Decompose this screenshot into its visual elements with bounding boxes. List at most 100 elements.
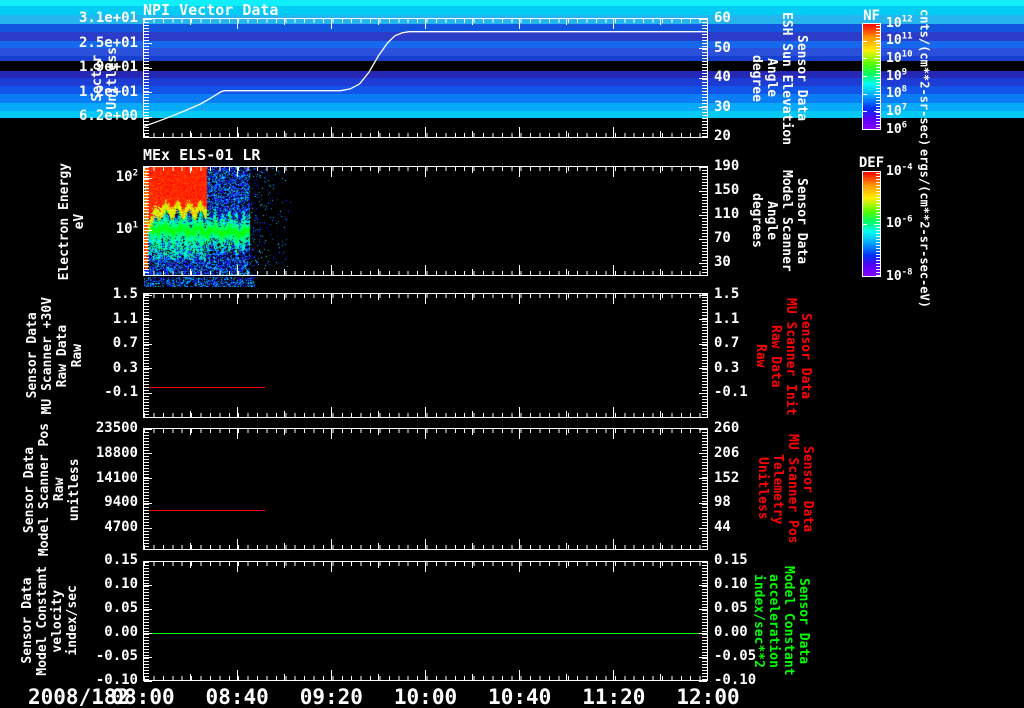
date-label: 2008/182 [28, 685, 130, 708]
y-tick-mark [699, 136, 707, 138]
y-tick-mark [699, 680, 707, 682]
x-minor-ticks [144, 545, 707, 549]
x-tick-mark [236, 294, 238, 304]
y-tick-label-right: 0.00 [714, 624, 748, 640]
x-tick-mark [519, 127, 521, 137]
colorbar-def-tick-mark [874, 171, 880, 172]
panel1-left-axis-label: Sector Unitless [90, 46, 120, 110]
x-tick-mark [330, 127, 332, 137]
y-tick-label-right: 0.3 [714, 359, 740, 376]
panel1-right-axis-label: Sensor Data ESH Sun Elevation Angle degr… [749, 11, 809, 145]
y-tick-label-right: 0.05 [714, 600, 748, 616]
mu-scanner-raw-line [144, 387, 266, 388]
x-tick-mark [425, 265, 426, 275]
y-minor-ticks [144, 19, 149, 137]
x-minor-ticks [144, 294, 707, 298]
npi-color-strip [0, 0, 1024, 118]
y-tick-label-left: 23500 [95, 420, 138, 436]
x-tick-mark [425, 429, 426, 439]
y-tick-label-right: 1.5 [714, 286, 740, 302]
y-minor-ticks [144, 167, 149, 275]
colorbar-nf-tick-label: 106 [886, 120, 908, 137]
colorbar-def-minor-ticks [876, 172, 880, 276]
x-tick-mark [236, 562, 238, 572]
panel2-plot-box [143, 166, 708, 276]
y-tick-label-left: 101 [115, 220, 138, 237]
x-tick-mark [519, 670, 521, 680]
x-tick-mark [236, 539, 238, 549]
x-tick-mark [613, 19, 615, 29]
y-minor-ticks [702, 294, 707, 417]
x-tick-mark [613, 539, 615, 549]
x-tick-mark [236, 429, 238, 439]
y-tick-label-right: 70 [714, 230, 731, 246]
x-tick-mark [425, 127, 426, 137]
colorbar-nf-tick-mark [862, 23, 867, 24]
y-tick-label-left: 0.10 [104, 576, 138, 592]
y-minor-ticks [144, 429, 149, 549]
x-tick-mark [613, 265, 615, 275]
y-tick-label-left: 4700 [104, 519, 138, 535]
panel1-title: NPI Vector Data [143, 1, 279, 19]
scanner-pos-raw-line [144, 510, 266, 511]
x-tick-mark [330, 562, 332, 572]
x-tick-mark [519, 429, 521, 439]
colorbar-nf-tick-label: 1011 [886, 31, 913, 49]
x-tick-mark [236, 19, 238, 29]
y-tick-label-right: 0.7 [714, 335, 740, 351]
colorbar-nf-tick-mark [874, 23, 880, 24]
colorbar-nf-title: NF [863, 8, 880, 24]
y-tick-label-left: 2.5e+01 [78, 34, 138, 51]
x-tick-mark [236, 265, 238, 275]
y-tick-label-right: -0.05 [714, 648, 757, 664]
model-velocity-line [144, 633, 708, 634]
panel3-right-axis-label: Sensor Data MU Scanner Init Raw Data Raw [753, 297, 813, 415]
time-tick-label: 08:40 [205, 685, 269, 708]
colorbar-def-tick-mark [862, 171, 867, 172]
panel5-plot-box [143, 561, 708, 681]
x-tick-mark [425, 294, 426, 304]
x-tick-mark [613, 562, 615, 572]
time-tick-label: 11:20 [582, 685, 646, 708]
x-tick-mark [613, 294, 615, 304]
x-tick-mark [330, 294, 332, 304]
y-tick-label-right: 1.1 [714, 310, 740, 327]
y-tick-label-left: 1.2e+01 [78, 83, 138, 100]
npi-strip-segment [0, 6, 1024, 16]
y-tick-label-left: 0.05 [104, 600, 138, 616]
y-minor-ticks [702, 562, 707, 680]
x-minor-ticks [144, 271, 707, 275]
y-tick-label-right: 30 [714, 98, 731, 115]
x-tick-mark [519, 294, 521, 304]
x-minor-ticks [144, 413, 707, 417]
colorbar-nf-tick-mark [874, 129, 880, 130]
x-tick-mark [519, 19, 521, 29]
x-tick-mark [330, 265, 332, 275]
x-tick-mark [330, 539, 332, 549]
panel5-right-axis-label: Sensor Data Model Constant acceleration … [751, 566, 811, 676]
y-tick-label-right: 60 [714, 10, 731, 26]
colorbar-def-tick-mark [874, 276, 880, 277]
time-tick-label: 09:20 [299, 685, 363, 708]
panel3-plot-box [143, 293, 708, 418]
colorbar-nf-tick-label: 1012 [886, 14, 913, 31]
y-tick-label-left: 0.7 [112, 335, 138, 351]
y-tick-label-left: 102 [115, 168, 138, 185]
colorbar-def-tick-label: 10-4 [886, 162, 913, 179]
panel4-right-axis-label: Sensor Data MU Scanner Pos Telemetry Uni… [755, 434, 815, 544]
y-minor-ticks [144, 294, 149, 417]
x-tick-mark [613, 670, 615, 680]
colorbar-nf-minor-ticks [876, 24, 880, 129]
y-tick-label-right: 40 [714, 69, 731, 85]
x-tick-mark [425, 407, 426, 417]
x-tick-mark [613, 429, 615, 439]
x-tick-mark [330, 407, 332, 417]
colorbar-nf-tick-mark [862, 58, 867, 60]
colorbar-def-tick-label: 10-8 [886, 267, 913, 284]
y-tick-mark [144, 680, 152, 682]
x-tick-mark [613, 127, 615, 137]
y-tick-label-right: 98 [714, 494, 731, 511]
y-tick-label-left: -0.05 [95, 648, 138, 664]
y-tick-label-right: 190 [714, 158, 740, 174]
colorbar-nf-tick-mark [862, 111, 867, 113]
